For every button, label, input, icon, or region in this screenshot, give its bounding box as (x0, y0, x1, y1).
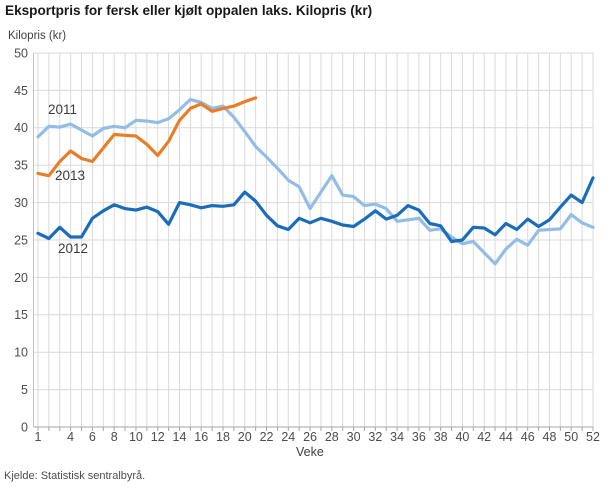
x-tick-label: 14 (173, 430, 187, 444)
x-tick-label: 30 (347, 430, 361, 444)
y-tick-label: 25 (14, 233, 28, 247)
series-line-2011 (36, 97, 595, 266)
y-tick-label: 5 (21, 383, 28, 397)
x-tick-label: 48 (543, 430, 557, 444)
x-tick-label: 10 (129, 430, 143, 444)
source-attribution: Kjelde: Statistisk sentralbyrå. (4, 470, 146, 482)
x-tick-label: 1 (35, 430, 42, 444)
x-tick-label: 12 (151, 430, 165, 444)
chart-title: Eksportpris for fersk eller kjølt oppale… (5, 3, 373, 18)
series-line-2012 (36, 176, 595, 244)
series-label-2012: 2012 (58, 241, 89, 256)
x-tick-label: 42 (477, 430, 491, 444)
x-tick-label: 26 (303, 430, 317, 444)
x-tick-label: 18 (216, 430, 230, 444)
x-tick-label: 8 (111, 430, 118, 444)
x-tick-label: 6 (89, 430, 96, 444)
series-label-2011: 2011 (48, 102, 78, 117)
x-tick-label: 34 (390, 430, 404, 444)
x-tick-label: 38 (434, 430, 448, 444)
x-tick-label: 16 (194, 430, 208, 444)
y-tick-label: 15 (14, 308, 28, 322)
x-tick-label: 44 (499, 430, 513, 444)
x-tick-label: 24 (281, 430, 295, 444)
x-axis-title: Veke (296, 445, 324, 459)
x-tick-label: 28 (325, 430, 339, 444)
y-tick-label: 0 (21, 420, 28, 434)
y-tick-label: 45 (14, 84, 28, 98)
y-tick-label: 20 (14, 271, 28, 285)
x-tick-label: 4 (67, 430, 74, 444)
series-line-2013 (36, 96, 258, 178)
y-tick-label: 40 (14, 121, 28, 135)
y-tick-label: 10 (14, 346, 28, 360)
x-tick-label: 20 (238, 430, 252, 444)
series-label-2013: 2013 (55, 168, 86, 183)
y-tick-label: 30 (14, 196, 28, 210)
y-tick-label: 35 (14, 159, 28, 173)
y-axis-title: Kilopris (kr) (8, 30, 67, 42)
x-tick-label: 50 (564, 430, 578, 444)
x-tick-label: 36 (412, 430, 426, 444)
x-tick-label: 22 (260, 430, 274, 444)
x-tick-label: 46 (521, 430, 535, 444)
y-tick-label: 50 (14, 46, 28, 60)
x-tick-label: 40 (455, 430, 469, 444)
x-tick-label: 52 (586, 430, 600, 444)
x-tick-label: 32 (368, 430, 382, 444)
